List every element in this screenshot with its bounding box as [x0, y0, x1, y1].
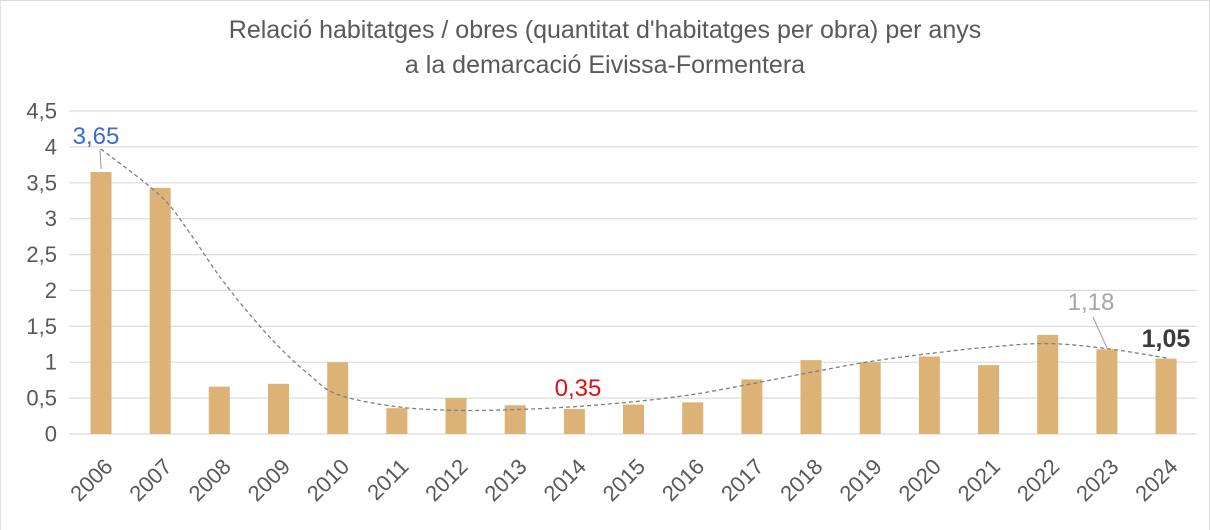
- bar-2018[interactable]: [800, 360, 822, 434]
- data-label-2024: 1,05: [1142, 325, 1191, 353]
- bar-2023[interactable]: [1096, 349, 1118, 434]
- y-tick-label: 0: [45, 422, 57, 447]
- x-tick-label-2016: 2016: [657, 454, 709, 506]
- x-tick-label-2023: 2023: [1071, 454, 1123, 506]
- bar-2012[interactable]: [445, 398, 467, 434]
- x-tick-label-2011: 2011: [362, 454, 413, 505]
- bar-2015[interactable]: [623, 404, 644, 434]
- y-tick-label: 2: [45, 278, 57, 303]
- x-tick-label-2020: 2020: [894, 454, 946, 506]
- x-tick-label-2022: 2022: [1012, 454, 1064, 506]
- x-tick-label-2008: 2008: [184, 454, 236, 506]
- data-label-2023: 1,18: [1068, 289, 1115, 316]
- x-tick-label-2017: 2017: [716, 454, 768, 506]
- annotation-leader-2023: [1092, 316, 1108, 349]
- x-tick-label-2010: 2010: [302, 454, 354, 506]
- bar-2024[interactable]: [1155, 358, 1177, 434]
- bar-2017[interactable]: [741, 379, 763, 434]
- bar-2010[interactable]: [327, 362, 349, 434]
- bar-2009[interactable]: [268, 383, 289, 434]
- data-label-2006: 3,65: [73, 123, 120, 150]
- y-tick-label: 0,5: [26, 386, 57, 411]
- chart-title: Relació habitatges / obres (quantitat d'…: [1, 13, 1209, 83]
- x-tick-label-2019: 2019: [834, 454, 886, 506]
- data-label-2014: 0,35: [555, 375, 602, 402]
- bar-2011[interactable]: [386, 408, 408, 434]
- y-tick-label: 1: [45, 350, 57, 375]
- bar-2008[interactable]: [208, 386, 230, 434]
- x-tick-label-2014: 2014: [539, 454, 591, 506]
- bar-2014[interactable]: [563, 408, 585, 434]
- y-tick-label: 3,5: [26, 170, 57, 195]
- x-tick-label-2006: 2006: [65, 454, 117, 506]
- bar-2020[interactable]: [918, 356, 940, 435]
- x-tick-label-2018: 2018: [775, 454, 827, 506]
- bar-2019[interactable]: [859, 362, 881, 434]
- bar-2006[interactable]: [90, 172, 112, 434]
- trendline: [100, 148, 1167, 412]
- bar-2021[interactable]: [978, 365, 1000, 434]
- chart-title-line2: a la demarcació Eivissa-Formentera: [404, 51, 806, 79]
- bar-2016[interactable]: [682, 402, 704, 434]
- y-tick-label: 3: [45, 206, 57, 231]
- bar-2022[interactable]: [1037, 334, 1059, 434]
- annotation-leader-2006: [99, 148, 102, 170]
- bar-2013[interactable]: [504, 405, 526, 434]
- y-tick-label: 2,5: [26, 242, 57, 267]
- y-tick-label: 4: [45, 134, 57, 159]
- x-tick-label-2015: 2015: [598, 454, 650, 506]
- y-tick-label: 1,5: [26, 314, 57, 339]
- y-tick-label: 4,5: [26, 99, 57, 124]
- x-tick-label-2021: 2021: [953, 454, 1005, 506]
- x-tick-label-2024: 2024: [1130, 454, 1182, 506]
- x-tick-label-2012: 2012: [420, 454, 472, 506]
- chart-title-line1: Relació habitatges / obres (quantitat d'…: [228, 16, 982, 44]
- x-tick-label-2009: 2009: [243, 454, 295, 506]
- x-tick-label-2013: 2013: [479, 454, 531, 506]
- x-tick-label-2007: 2007: [124, 454, 176, 506]
- bar-2007[interactable]: [149, 187, 171, 434]
